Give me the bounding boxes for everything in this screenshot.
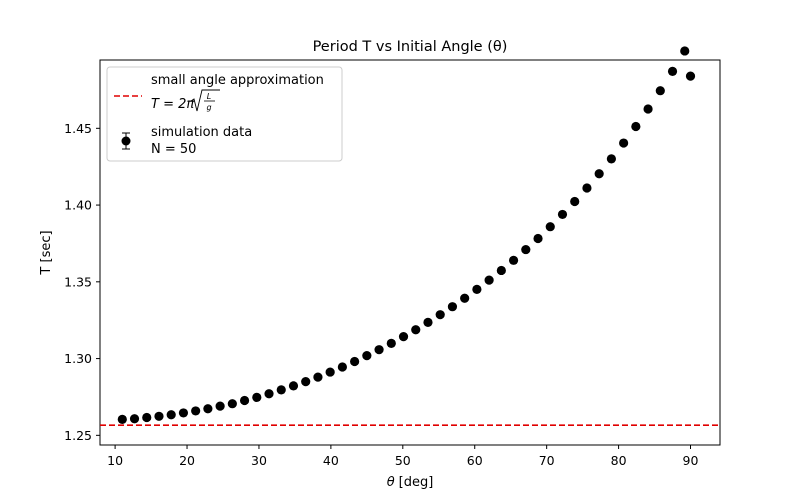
data-point <box>154 411 164 421</box>
data-point <box>117 414 127 424</box>
data-point <box>667 66 678 76</box>
x-axis-ticks: 10 20 30 40 50 60 70 80 90 <box>107 445 699 468</box>
data-point <box>227 399 237 409</box>
data-point <box>606 154 616 164</box>
y-tick-label: 1.45 <box>64 121 92 136</box>
legend-formula-numerator: L <box>207 92 211 101</box>
y-tick-label: 1.30 <box>64 351 92 366</box>
legend-reference-formula: T = 2π <box>151 97 194 112</box>
data-point <box>215 401 225 411</box>
data-point <box>398 332 409 342</box>
x-axis-label: θ [deg] <box>387 475 434 490</box>
data-point <box>594 169 604 179</box>
legend-series-label: simulation data <box>151 125 252 140</box>
x-tick-label: 50 <box>395 453 411 468</box>
data-point <box>655 86 665 96</box>
legend-series-swatch <box>121 132 131 150</box>
data-point <box>301 377 311 387</box>
y-tick-label: 1.40 <box>64 198 92 213</box>
x-tick-label: 40 <box>323 453 339 468</box>
data-point <box>521 244 531 255</box>
data-point <box>619 138 629 148</box>
data-point <box>288 381 299 391</box>
data-point <box>685 71 696 81</box>
legend-series-marker <box>121 136 131 146</box>
x-tick-label: 60 <box>467 453 483 468</box>
data-point <box>166 410 176 420</box>
data-point <box>423 317 433 327</box>
chart-title: Period T vs Initial Angle (θ) <box>313 39 508 55</box>
data-point <box>631 121 641 132</box>
y-axis-ticks: 1.25 1.30 1.35 1.40 1.45 <box>64 121 100 443</box>
data-point <box>325 367 335 377</box>
data-point <box>570 196 580 207</box>
data-point <box>496 265 506 276</box>
data-point <box>178 408 189 418</box>
x-tick-label: 10 <box>107 453 123 468</box>
data-point <box>313 372 323 382</box>
data-point <box>545 222 555 232</box>
data-point <box>203 404 213 414</box>
legend: small angle approximation T = 2π L g sim… <box>106 66 343 162</box>
data-point <box>239 395 250 406</box>
data-point <box>337 362 347 372</box>
data-point <box>129 414 140 424</box>
data-point <box>472 284 482 294</box>
data-point <box>435 310 445 320</box>
data-point <box>411 325 421 335</box>
x-tick-label: 70 <box>539 453 555 468</box>
y-tick-label: 1.35 <box>64 274 92 289</box>
x-axis-label-unit: [deg] <box>399 475 434 490</box>
data-point <box>386 338 396 348</box>
data-point <box>142 412 152 423</box>
y-axis-label: T [sec] <box>39 230 54 275</box>
data-point <box>680 46 690 56</box>
data-point <box>460 293 470 303</box>
x-tick-label: 80 <box>611 453 627 468</box>
y-tick-label: 1.25 <box>64 428 92 443</box>
data-point <box>508 255 519 265</box>
data-point <box>557 209 568 220</box>
data-point <box>582 183 592 193</box>
data-point <box>484 275 494 285</box>
x-axis-label-symbol: θ <box>387 475 395 490</box>
legend-formula-radical <box>190 89 220 112</box>
x-tick-label: 30 <box>251 453 267 468</box>
legend-box <box>106 66 343 162</box>
x-tick-label: 20 <box>179 453 195 468</box>
data-points-group <box>117 46 696 424</box>
data-point <box>191 406 201 416</box>
legend-series-label-line2: N = 50 <box>151 142 196 157</box>
legend-reference-label: small angle approximation <box>151 73 324 88</box>
data-point <box>252 392 262 403</box>
data-point <box>362 351 372 361</box>
legend-formula-denominator: g <box>206 103 211 112</box>
data-point <box>643 104 653 114</box>
data-point <box>264 389 274 399</box>
x-tick-label: 90 <box>683 453 699 468</box>
data-point <box>276 385 286 395</box>
data-point <box>533 233 543 244</box>
data-point <box>447 302 458 312</box>
data-point <box>374 345 384 355</box>
data-point <box>350 356 360 367</box>
